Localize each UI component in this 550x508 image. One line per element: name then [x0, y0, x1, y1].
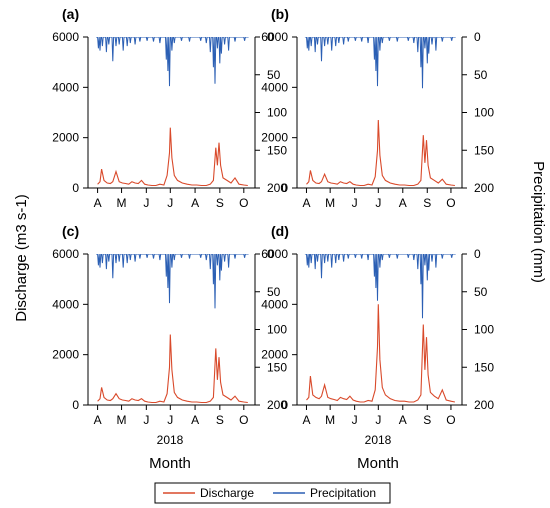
precipitation-tick-label: 100 [474, 323, 494, 337]
precipitation-tick-label: 100 [267, 106, 287, 120]
discharge-tick-label: 2000 [52, 348, 79, 362]
legend: Discharge Precipitation [154, 482, 391, 504]
month-tick-label: S [423, 196, 431, 210]
month-tick-label: J [167, 196, 173, 210]
precipitation-tick-label: 100 [267, 323, 287, 337]
month-tick-label: J [375, 413, 381, 427]
month-axis-label-right: Month [357, 455, 399, 472]
month-tick-label: A [302, 196, 310, 210]
year-label-left: 2018 [157, 433, 184, 447]
discharge-tick-label: 6000 [52, 30, 79, 44]
panel-label: (b) [271, 6, 289, 22]
precipitation-tick-label: 150 [474, 143, 494, 157]
precipitation-tick-label: 150 [267, 360, 287, 374]
discharge-tick-label: 0 [281, 398, 288, 412]
month-tick-label: A [191, 413, 199, 427]
discharge-tick-label: 0 [72, 181, 79, 195]
month-tick-label: J [352, 196, 358, 210]
month-tick-label: M [325, 196, 335, 210]
discharge-tick-label: 4000 [261, 80, 288, 94]
precipitation-tick-label: 50 [267, 285, 281, 299]
precipitation-tick-label: 200 [267, 181, 287, 195]
precipitation-series [96, 37, 249, 87]
discharge-tick-label: 4000 [261, 297, 288, 311]
discharge-tick-label: 2000 [52, 131, 79, 145]
month-tick-label: J [375, 196, 381, 210]
month-tick-label: S [216, 196, 224, 210]
discharge-series [306, 304, 456, 403]
discharge-tick-label: 4000 [52, 297, 79, 311]
month-tick-label: A [302, 413, 310, 427]
month-tick-label: J [167, 413, 173, 427]
precipitation-tick-label: 50 [474, 68, 488, 82]
year-label-right: 2018 [365, 433, 392, 447]
precipitation-tick-label: 50 [267, 68, 281, 82]
precipitation-tick-label: 50 [474, 285, 488, 299]
precipitation-tick-label: 100 [474, 106, 494, 120]
month-axis-label-left: Month [149, 455, 191, 472]
month-tick-label: O [446, 196, 455, 210]
month-tick-label: A [399, 196, 407, 210]
month-tick-label: S [423, 413, 431, 427]
precipitation-tick-label: 200 [267, 398, 287, 412]
precipitation-series [304, 37, 456, 89]
discharge-series [306, 119, 455, 187]
month-tick-label: O [239, 196, 248, 210]
month-tick-label: S [216, 413, 224, 427]
month-tick-label: M [117, 413, 127, 427]
month-tick-label: A [94, 196, 102, 210]
discharge-tick-label: 0 [72, 398, 79, 412]
precipitation-tick-label: 0 [474, 30, 481, 44]
discharge-tick-label: 2000 [261, 131, 288, 145]
precipitation-series [304, 254, 456, 319]
legend-box [154, 482, 391, 504]
legend-discharge-label: Discharge [200, 486, 254, 500]
discharge-tick-label: 6000 [52, 247, 79, 261]
precipitation-tick-label: 150 [267, 143, 287, 157]
panel-label: (a) [62, 6, 79, 22]
panel-label: (d) [271, 223, 289, 239]
month-tick-label: M [117, 196, 127, 210]
precipitation-tick-label: 200 [474, 398, 494, 412]
discharge-tick-label: 2000 [261, 348, 288, 362]
precipitation-tick-label: 200 [474, 181, 494, 195]
discharge-series [97, 334, 248, 404]
month-tick-label: A [191, 196, 199, 210]
month-tick-label: J [143, 196, 149, 210]
discharge-series [97, 127, 248, 187]
month-tick-label: J [143, 413, 149, 427]
discharge-tick-label: 4000 [52, 80, 79, 94]
precipitation-axis-label: Precipitation (mm) [530, 161, 547, 283]
discharge-axis-label: Discharge (m3 s-1) [13, 194, 30, 322]
legend-precipitation-label: Precipitation [310, 486, 376, 500]
month-tick-label: A [94, 413, 102, 427]
panel-label: (c) [62, 223, 79, 239]
precipitation-tick-label: 0 [267, 30, 274, 44]
month-tick-label: O [239, 413, 248, 427]
precipitation-tick-label: 0 [474, 247, 481, 261]
discharge-tick-label: 6000 [261, 247, 288, 261]
precipitation-series [96, 254, 249, 309]
precipitation-tick-label: 150 [474, 360, 494, 374]
month-tick-label: J [352, 413, 358, 427]
month-tick-label: A [399, 413, 407, 427]
month-tick-label: O [446, 413, 455, 427]
month-tick-label: M [325, 413, 335, 427]
discharge-tick-label: 6000 [261, 30, 288, 44]
discharge-tick-label: 0 [281, 181, 288, 195]
precipitation-tick-label: 0 [267, 247, 274, 261]
